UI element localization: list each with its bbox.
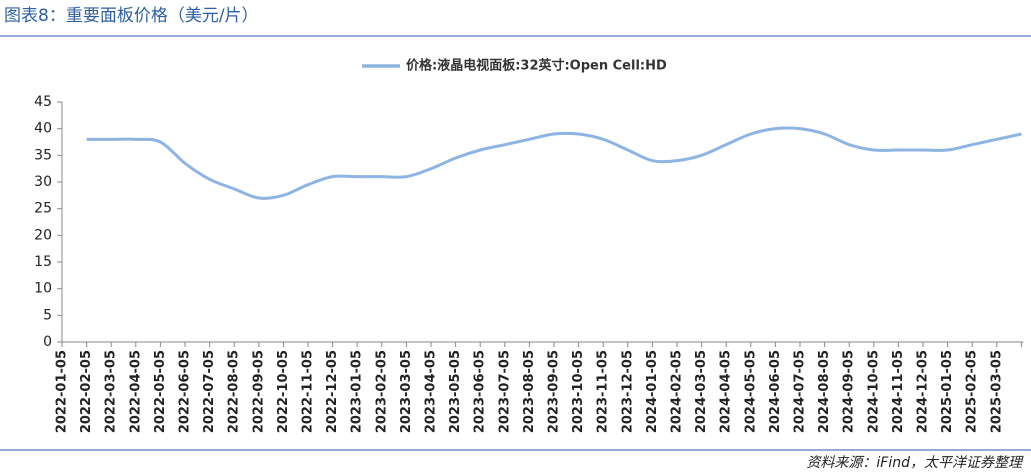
- x-tick-label: 2023-08-05: [522, 350, 537, 433]
- x-tick-label: 2023-01-05: [350, 350, 365, 433]
- y-tick-label: 40: [34, 121, 52, 137]
- x-tick-label: 2024-02-05: [670, 350, 685, 433]
- source-note: 资料来源：iFind，太平洋证券整理: [806, 455, 1024, 471]
- x-tick-label: 2023-05-05: [448, 350, 463, 433]
- x-tick-label: 2022-03-05: [104, 350, 119, 433]
- y-tick-label: 30: [34, 174, 52, 190]
- x-tick-label: 2022-02-05: [79, 350, 94, 433]
- x-tick-label: 2022-07-05: [202, 350, 217, 433]
- y-tick-label: 20: [34, 227, 52, 243]
- x-tick-label: 2023-09-05: [547, 350, 562, 433]
- x-tick-label: 2022-12-05: [325, 350, 340, 433]
- x-tick-label: 2023-04-05: [424, 350, 439, 433]
- x-tick-label: 2022-05-05: [153, 350, 168, 433]
- y-tick-label: 45: [34, 94, 52, 110]
- x-tick-label: 2024-03-05: [694, 350, 709, 433]
- x-tick-label: 2024-12-05: [916, 350, 931, 433]
- x-tick-label: 2023-12-05: [620, 350, 635, 433]
- x-tick-label: 2024-04-05: [719, 350, 734, 433]
- x-tick-label: 2022-04-05: [128, 350, 143, 433]
- x-tick-label: 2023-02-05: [374, 350, 389, 433]
- x-tick-label: 2024-11-05: [891, 350, 906, 433]
- x-tick-label: 2024-08-05: [817, 350, 832, 433]
- x-tick-label: 2022-06-05: [178, 350, 193, 433]
- x-tick-label: 2024-07-05: [793, 350, 808, 433]
- y-tick-label: 15: [34, 254, 52, 270]
- x-tick-label: 2022-01-05: [55, 350, 70, 433]
- y-tick-label: 5: [43, 307, 52, 323]
- x-tick-label: 2023-10-05: [571, 350, 586, 433]
- x-tick-label: 2025-01-05: [940, 350, 955, 433]
- x-tick-label: 2024-09-05: [842, 350, 857, 433]
- x-tick-label: 2022-09-05: [251, 350, 266, 433]
- x-tick-label: 2023-06-05: [473, 350, 488, 433]
- y-tick-label: 25: [34, 201, 52, 217]
- x-tick-label: 2023-07-05: [497, 350, 512, 433]
- x-tick-label: 2025-02-05: [965, 350, 980, 433]
- x-tick-label: 2023-03-05: [399, 350, 414, 433]
- chart-title: 图表8：重要面板价格（美元/片）: [4, 6, 259, 26]
- x-tick-label: 2023-11-05: [596, 350, 611, 433]
- y-tick-label: 35: [34, 147, 52, 163]
- data-line: [86, 126, 1022, 200]
- x-tick-label: 2024-10-05: [866, 350, 881, 433]
- y-tick-label: 0: [43, 334, 52, 350]
- x-tick-label: 2024-06-05: [768, 350, 783, 433]
- x-tick-label: 2022-10-05: [276, 350, 291, 433]
- y-tick-label: 10: [34, 281, 52, 297]
- x-tick-label: 2024-05-05: [743, 350, 758, 433]
- x-tick-label: 2024-01-05: [645, 350, 660, 433]
- legend-label: 价格:液晶电视面板:32英寸:Open Cell:HD: [406, 58, 667, 74]
- x-tick-label: 2022-08-05: [227, 350, 242, 433]
- x-tick-label: 2025-03-05: [989, 350, 1004, 433]
- x-tick-label: 2022-11-05: [301, 350, 316, 433]
